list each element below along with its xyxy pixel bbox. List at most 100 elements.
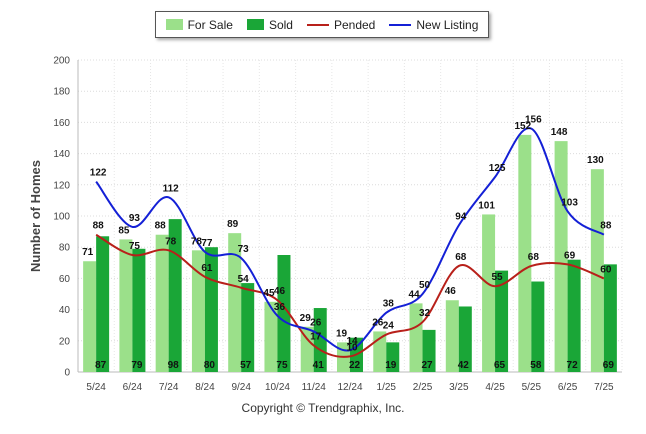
y-tick-label: 200: [53, 56, 70, 67]
data-label-sold: 98: [168, 360, 180, 371]
data-label-pended: 61: [201, 263, 213, 274]
bar-sold: [603, 264, 617, 372]
copyright-footer: Copyright © Trendgraphix, Inc.: [241, 401, 405, 415]
data-label-new-listing: 112: [163, 183, 180, 194]
bar-for-sale: [300, 326, 314, 372]
legend-swatch-pended: [306, 23, 329, 26]
data-label-pended: 69: [564, 250, 576, 261]
data-label-new-listing: 38: [383, 299, 395, 310]
legend-swatch-new-listing: [389, 23, 412, 26]
y-tick-label: 180: [53, 87, 70, 98]
data-label-sold: 22: [349, 360, 361, 371]
data-label-for-sale: 71: [82, 247, 94, 258]
data-label-sold: 87: [95, 360, 107, 371]
data-label-for-sale: 148: [551, 127, 568, 138]
x-tick-label: 1/25: [377, 382, 397, 393]
data-label-sold: 65: [494, 360, 506, 371]
x-tick-label: 5/25: [522, 382, 542, 393]
x-tick-label: 9/24: [231, 382, 251, 393]
line-new-listing: [95, 127, 605, 352]
data-label-for-sale: 26: [372, 317, 384, 328]
data-label-for-sale: 85: [118, 225, 130, 236]
data-label-for-sale: 44: [408, 289, 420, 300]
data-label-pended: 24: [383, 321, 395, 332]
bar-sold: [96, 236, 110, 372]
y-axis-title: Number of Homes: [28, 160, 43, 272]
legend-item-for-sale: For Sale: [165, 17, 233, 32]
y-tick-label: 0: [64, 368, 70, 379]
y-tick-label: 20: [59, 336, 71, 347]
bar-for-sale: [119, 239, 133, 372]
data-label-pended: 60: [600, 264, 612, 275]
line-pended: [95, 233, 605, 358]
bar-sold: [495, 270, 509, 372]
bar-for-sale: [228, 233, 242, 372]
data-label-new-listing: 122: [90, 168, 107, 179]
data-label-sold: 27: [421, 360, 433, 371]
x-tick-label: 3/25: [449, 382, 469, 393]
data-label-for-sale: 101: [478, 200, 495, 211]
y-tick-label: 60: [59, 274, 71, 285]
data-label-sold: 75: [276, 360, 288, 371]
y-tick-label: 160: [53, 118, 70, 129]
legend-label-for-sale: For Sale: [187, 17, 233, 32]
data-label-for-sale: 130: [587, 155, 604, 166]
y-tick-label: 80: [59, 243, 71, 254]
data-label-pended: 88: [93, 221, 105, 232]
y-tick-label: 100: [53, 212, 70, 223]
bar-for-sale: [191, 250, 205, 372]
bar-for-sale: [590, 169, 604, 372]
x-tick-label: 7/24: [159, 382, 179, 393]
x-tick-label: 10/24: [265, 382, 290, 393]
data-label-pended: 17: [310, 331, 322, 342]
data-label-new-listing: 77: [201, 238, 213, 249]
bar-sold: [531, 281, 545, 372]
data-label-new-listing: 93: [129, 213, 141, 224]
data-label-for-sale: 152: [514, 121, 531, 132]
x-tick-label: 11/24: [302, 382, 327, 393]
data-label-sold: 41: [313, 360, 325, 371]
x-tick-label: 2/25: [413, 382, 433, 393]
data-label-pended: 78: [165, 236, 177, 247]
y-tick-label: 120: [53, 180, 70, 191]
data-label-new-listing: 94: [455, 211, 467, 222]
data-label-new-listing: 50: [419, 280, 431, 291]
y-tick-label: 40: [59, 305, 71, 316]
data-label-for-sale: 29: [300, 313, 312, 324]
bar-sold: [241, 283, 255, 372]
data-label-for-sale: 78: [191, 236, 203, 247]
data-label-new-listing: 88: [600, 221, 612, 232]
data-label-pended: 68: [528, 252, 540, 263]
bar-sold: [132, 248, 146, 372]
bar-sold: [458, 306, 472, 372]
bar-for-sale: [554, 141, 568, 372]
legend-item-new-listing: New Listing: [389, 18, 478, 32]
data-label-for-sale: 45: [263, 288, 275, 299]
data-label-sold: 72: [567, 360, 579, 371]
legend-item-sold: Sold: [246, 17, 293, 32]
data-label-pended: 68: [455, 252, 467, 263]
legend-swatch-for-sale: [165, 19, 183, 30]
data-label-new-listing: 125: [489, 163, 506, 174]
legend-swatch-sold: [246, 19, 264, 30]
data-label-sold: 57: [240, 360, 252, 371]
legend-label-new-listing: New Listing: [416, 17, 479, 32]
legend-item-pended: Pended: [306, 18, 375, 32]
data-label-new-listing: 156: [525, 115, 542, 126]
x-tick-label: 8/24: [195, 382, 215, 393]
bar-sold: [422, 329, 436, 372]
data-label-for-sale: 89: [227, 219, 239, 230]
data-label-sold: 80: [204, 360, 216, 371]
data-label-pended: 75: [129, 241, 141, 252]
data-label-new-listing: 14: [346, 336, 358, 347]
bar-for-sale: [83, 261, 97, 372]
data-label-sold: 58: [530, 360, 542, 371]
legend-label-sold: Sold: [268, 17, 293, 32]
bar-sold: [277, 255, 291, 372]
bar-for-sale: [482, 214, 496, 372]
data-label-for-sale: 19: [336, 328, 348, 339]
data-label-new-listing: 103: [561, 197, 578, 208]
bar-sold: [313, 308, 327, 372]
